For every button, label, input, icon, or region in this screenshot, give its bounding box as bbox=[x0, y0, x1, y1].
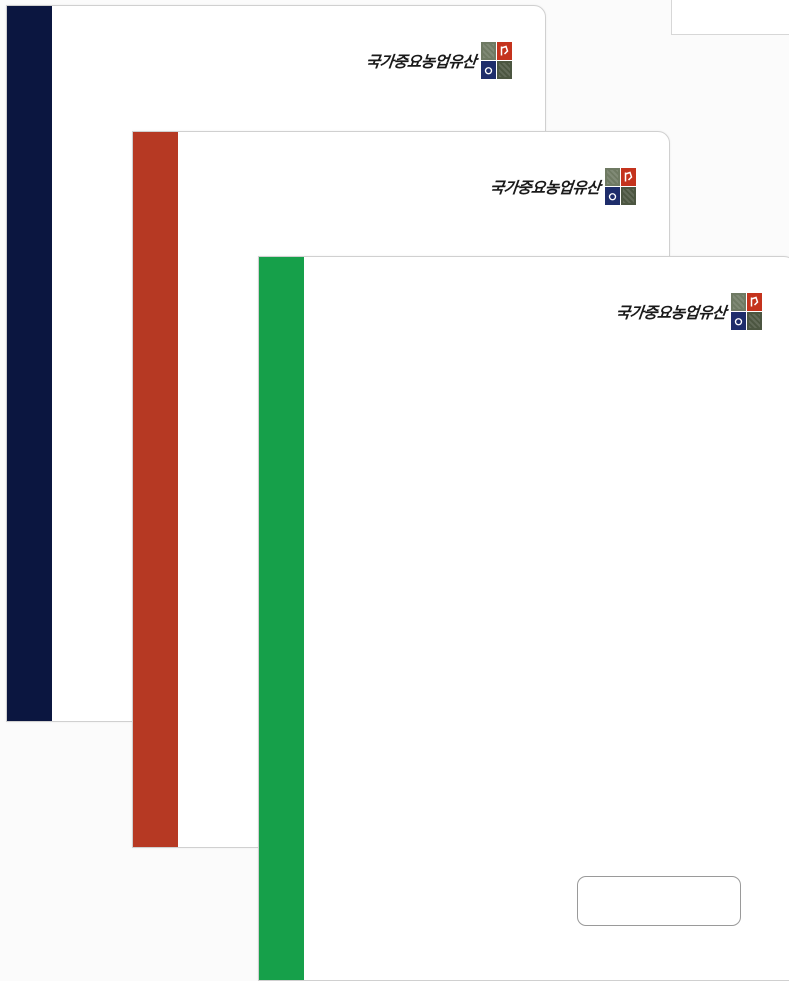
heritage-logo-icon bbox=[481, 42, 512, 79]
cover-spine-green bbox=[259, 257, 304, 980]
folder-cover-green: 국가중요농업유산 bbox=[258, 256, 789, 981]
background-card-corner bbox=[671, 0, 789, 35]
heritage-logo-icon bbox=[605, 168, 636, 205]
brand-mark: 국가중요농업유산 bbox=[614, 293, 762, 330]
label-box bbox=[577, 876, 741, 926]
brand-title: 국가중요농업유산 bbox=[364, 51, 477, 71]
heritage-logo-icon bbox=[731, 293, 762, 330]
brand-title: 국가중요농업유산 bbox=[488, 177, 601, 197]
cover-spine-navy bbox=[7, 6, 52, 721]
brand-mark: 국가중요농업유산 bbox=[488, 168, 636, 205]
brand-mark: 국가중요농업유산 bbox=[364, 42, 512, 79]
cover-spine-red bbox=[133, 132, 178, 847]
brand-title: 국가중요농업유산 bbox=[614, 302, 727, 322]
